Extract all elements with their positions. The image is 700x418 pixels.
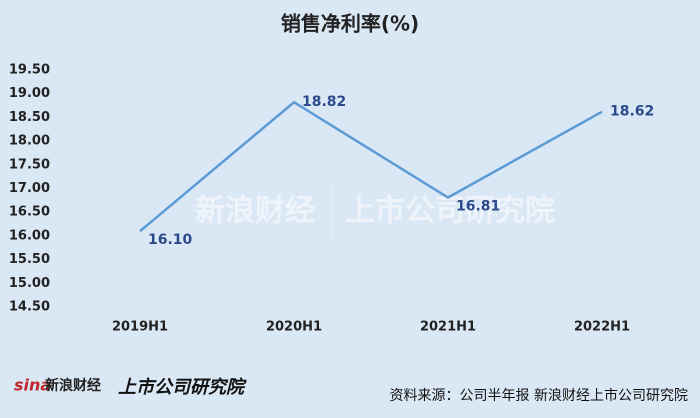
y-tick-label: 15.50 <box>9 252 50 267</box>
y-tick-label: 19.50 <box>9 63 50 78</box>
footer-logo: 新浪财经 <box>45 377 101 394</box>
y-tick-label: 19.00 <box>9 86 50 101</box>
y-tick-label: 16.50 <box>9 205 50 220</box>
y-tick-label: 15.00 <box>9 276 50 291</box>
y-tick-label: 18.00 <box>9 134 50 149</box>
y-tick-label: 16.00 <box>9 228 50 243</box>
watermark: 新浪财经 <box>195 194 315 229</box>
data-label: 18.62 <box>610 104 654 120</box>
x-tick-label: 2021H1 <box>420 320 476 335</box>
x-tick-label: 2020H1 <box>266 320 322 335</box>
footer-logo: 上市公司研究院 <box>118 377 247 398</box>
y-tick-label: 17.00 <box>9 181 50 196</box>
source: 资料来源：公司半年报 新浪财经上市公司研究院 <box>390 387 688 404</box>
data-label: 16.81 <box>456 199 500 215</box>
y-tick-label: 14.50 <box>9 300 50 315</box>
x-tick-label: 2022H1 <box>574 320 630 335</box>
x-tick-label: 2019H1 <box>112 320 168 335</box>
data-label: 18.82 <box>302 94 346 110</box>
y-tick-label: 18.50 <box>9 110 50 125</box>
data-label: 16.10 <box>148 232 193 248</box>
chart-title: 销售净利率(%) <box>281 12 419 36</box>
footer-logo: sina <box>14 376 51 395</box>
y-tick-label: 17.50 <box>9 157 50 172</box>
watermark: 上市公司研究院 <box>345 194 555 229</box>
line <box>139 100 603 233</box>
